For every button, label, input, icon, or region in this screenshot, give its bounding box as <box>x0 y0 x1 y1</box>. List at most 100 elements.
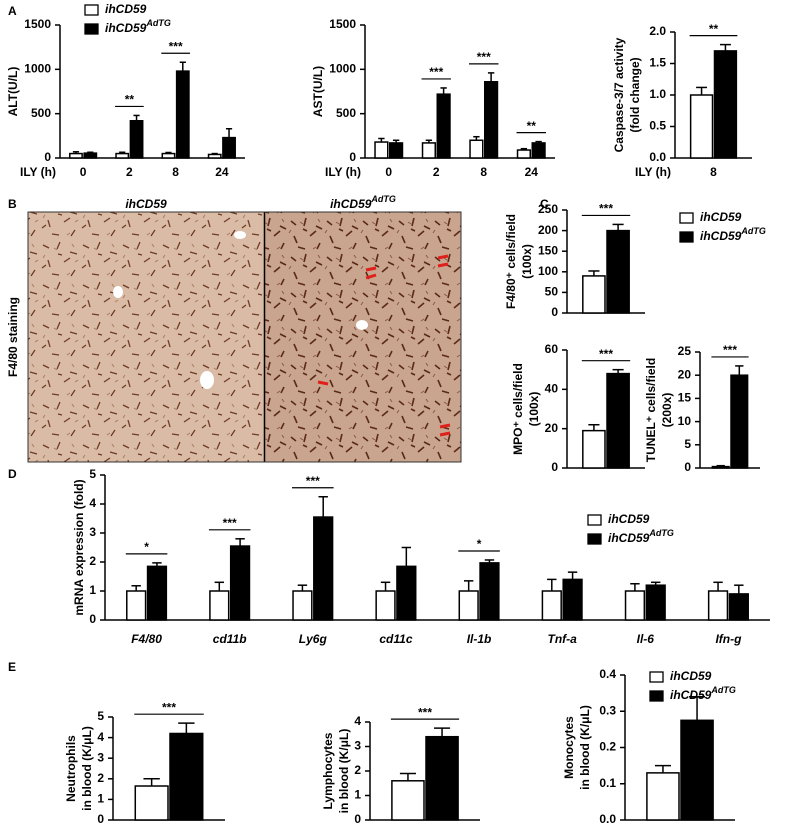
y-tick-label: 5 <box>97 709 104 723</box>
bar <box>169 732 204 821</box>
x-tick-label: cd11c <box>379 632 412 646</box>
y-tick-label: 0 <box>551 305 558 319</box>
x-tick-label: 0 <box>80 165 87 179</box>
legend-text: ihCD59 <box>608 531 650 545</box>
y-tick-label: 3 <box>89 525 96 539</box>
bar <box>713 50 738 159</box>
legend-label: ihCD59AdTG <box>105 18 171 35</box>
stain-label: F4/80 staining <box>6 297 20 377</box>
legend-key <box>649 671 664 683</box>
bar <box>516 149 532 159</box>
legend-text: ihCD59 <box>105 2 147 16</box>
legend-label: ihCD59AdTG <box>608 528 674 545</box>
y-tick-label: 3 <box>354 739 361 753</box>
legend-text: ihCD59 <box>608 512 650 526</box>
panel-letter: B <box>8 197 17 211</box>
y-tick-label: 0 <box>97 812 104 826</box>
bar <box>624 590 646 621</box>
y-axis-label: (fold change) <box>628 57 642 132</box>
legend-text: ihCD59 <box>700 229 742 243</box>
y-tick-label: 25 <box>678 344 692 358</box>
y-axis-label: ALT(U/L) <box>6 67 20 117</box>
micrograph <box>265 212 461 462</box>
y-axis-label: MPO⁺ cells/field <box>511 363 525 455</box>
x-tick-label: 24 <box>525 165 539 179</box>
bar-chart: 0 50 100 150 200 250 F4/80⁺ cells/field (100x) *… <box>504 202 766 320</box>
legend-key <box>587 514 602 526</box>
x-tick-label: Il-6 <box>637 632 655 646</box>
x-axis-label: ILY (h) <box>635 165 671 179</box>
significance-label: ** <box>709 22 719 36</box>
legend-label: ihCD59 <box>608 512 650 526</box>
significance-label: *** <box>169 39 183 53</box>
bar <box>229 545 251 621</box>
bar <box>582 275 606 314</box>
bar <box>458 590 479 621</box>
legend-key <box>649 690 664 702</box>
bar <box>645 584 666 621</box>
x-tick-label: Ifn-g <box>715 632 742 646</box>
y-tick-label: 0.0 <box>649 150 666 164</box>
y-tick-label: 2 <box>354 763 361 777</box>
significance-label: *** <box>418 705 432 719</box>
legend-label: ihCD59AdTG <box>670 685 736 702</box>
y-axis-label: Monocytes <box>562 716 576 779</box>
arrow <box>317 254 451 437</box>
bar <box>531 142 546 159</box>
vessel <box>234 231 246 239</box>
y-tick-label: 15 <box>678 391 692 405</box>
y-tick-label: 20 <box>545 421 559 435</box>
y-axis-label: in blood (K/μL) <box>337 729 351 814</box>
panel-letter: E <box>8 660 16 674</box>
significance-label: *** <box>477 50 491 64</box>
legend-key <box>679 231 694 243</box>
y-axis-label: Neutrophils <box>64 735 78 802</box>
y-tick-label: 5 <box>684 437 691 451</box>
bar <box>83 152 98 159</box>
y-tick-label: 2 <box>97 771 104 785</box>
legend-key <box>587 533 602 545</box>
y-tick-label: 1000 <box>24 62 51 76</box>
bar <box>175 70 190 159</box>
legend-text: ihCD59 <box>105 21 147 35</box>
y-tick-label: 40 <box>545 382 559 396</box>
legend-label: ihCD59AdTG <box>700 226 766 243</box>
x-tick-label: 2 <box>433 165 440 179</box>
bar <box>689 94 714 159</box>
bar <box>469 139 484 159</box>
y-tick-label: 0 <box>551 460 558 474</box>
image-title: ihCD59AdTG <box>330 194 396 211</box>
bar <box>707 590 729 621</box>
y-tick-label: 0 <box>44 150 51 164</box>
x-tick-label: 8 <box>172 165 179 179</box>
legend-sup: AdTG <box>710 685 736 695</box>
bar <box>606 229 630 314</box>
y-tick-label: 0.5 <box>649 119 666 133</box>
vessel <box>200 371 214 389</box>
bar <box>421 142 436 159</box>
bar <box>728 593 749 621</box>
bar <box>711 465 730 469</box>
bar <box>313 516 334 621</box>
bar <box>396 565 417 621</box>
panel-letter: C <box>540 197 549 211</box>
title-text: ihCD59 <box>330 197 372 211</box>
y-axis-label: AST(U/L) <box>311 66 325 117</box>
bar <box>292 590 313 621</box>
y-tick-label: 500 <box>336 106 356 120</box>
y-axis-label: (200x) <box>660 393 674 428</box>
y-tick-label: 0.0 <box>599 812 616 826</box>
y-tick-label: 1 <box>354 788 361 802</box>
y-tick-label: 5 <box>89 467 96 481</box>
image-title: ihCD59 <box>125 197 167 211</box>
x-tick-label: 24 <box>215 165 229 179</box>
legend-label: ihCD59 <box>700 210 742 224</box>
y-tick-label: 10 <box>678 414 692 428</box>
bar-chart: 0.0 0.1 0.2 0.3 0.4 Monocytes in blood (K/μL) i… <box>562 667 736 826</box>
title-sup: AdTG <box>370 194 396 204</box>
significance-label: *** <box>306 474 320 488</box>
bar <box>146 565 168 621</box>
x-tick-label: Tnf-a <box>548 632 578 646</box>
